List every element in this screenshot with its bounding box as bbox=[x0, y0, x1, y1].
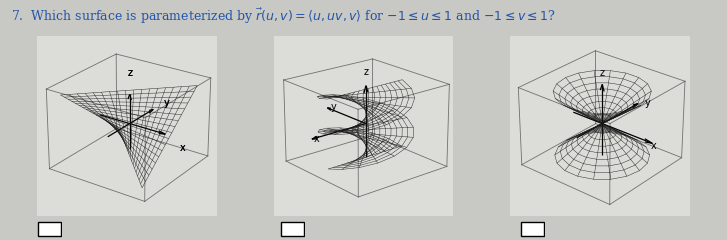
Bar bbox=[281, 222, 304, 236]
Text: 7.  Which surface is parameterized by $\vec{r}(u, v) = \langle u, uv, v \rangle$: 7. Which surface is parameterized by $\v… bbox=[11, 7, 556, 26]
Bar bbox=[38, 222, 60, 236]
Bar bbox=[521, 222, 544, 236]
